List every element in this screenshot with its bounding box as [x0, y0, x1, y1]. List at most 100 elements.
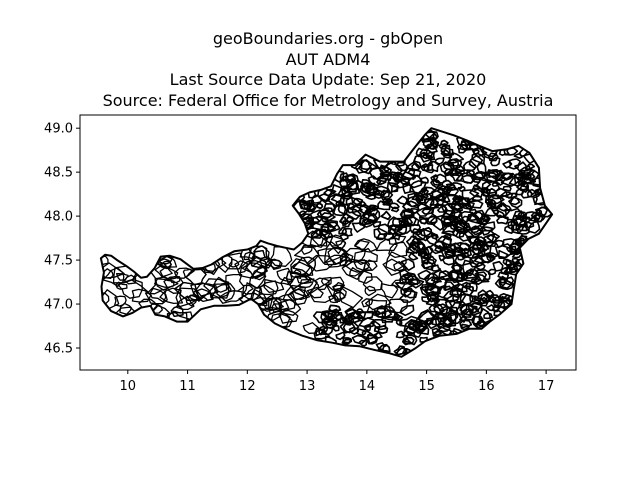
- admin-unit-boundary: [440, 248, 455, 259]
- admin-unit-boundary: [351, 222, 366, 233]
- admin-unit-boundary: [423, 197, 439, 210]
- admin-unit-boundary: [379, 164, 392, 176]
- admin-unit-boundary: [445, 183, 456, 191]
- admin-unit-boundary: [453, 210, 463, 218]
- admin-unit-boundary: [427, 160, 441, 173]
- admin-unit-boundary: [408, 240, 420, 251]
- admin-unit-boundary: [403, 290, 418, 299]
- admin-unit-boundary: [393, 345, 408, 356]
- admin-unit-boundary: [511, 257, 520, 265]
- admin-unit-boundary: [426, 317, 441, 330]
- title-line-2: AUT ADM4: [286, 50, 371, 69]
- admin-unit-boundary: [375, 237, 398, 252]
- admin-unit-boundary: [272, 292, 297, 311]
- admin-unit-boundary: [417, 250, 428, 258]
- admin-unit-boundary: [278, 309, 299, 324]
- admin-unit-boundary: [430, 178, 442, 189]
- admin-unit-boundary: [362, 276, 383, 292]
- x-tick-label: 15: [418, 379, 435, 394]
- admin-unit-boundary: [513, 152, 523, 159]
- admin-unit-boundary: [474, 271, 487, 282]
- admin-unit-boundary: [289, 275, 318, 298]
- admin-unit-boundary: [494, 243, 514, 259]
- x-tick-label: 14: [359, 379, 376, 394]
- admin-unit-boundary: [300, 246, 313, 255]
- admin-unit-boundary: [351, 204, 369, 218]
- admin-unit-boundary: [503, 207, 523, 221]
- plot-area: [99, 127, 554, 358]
- admin-unit-boundary: [309, 283, 335, 304]
- y-tick-label: 48.0: [44, 210, 73, 225]
- admin-unit-boundary: [328, 304, 342, 313]
- admin-unit-boundary: [352, 197, 364, 206]
- admin-unit-boundary: [353, 259, 371, 271]
- admin-unit-boundary: [373, 325, 389, 335]
- admin-unit-boundary: [356, 308, 364, 314]
- admin-unit-boundary: [319, 203, 336, 219]
- admin-unit-boundary: [335, 331, 346, 341]
- admin-unit-boundary: [460, 252, 470, 259]
- admin-unit-boundary: [345, 196, 362, 210]
- admin-unit-boundary: [469, 236, 487, 250]
- admin-unit-boundary: [331, 184, 347, 197]
- admin-unit-boundary: [332, 291, 346, 303]
- admin-unit-boundary: [504, 224, 515, 234]
- admin-unit-boundary: [356, 328, 367, 336]
- admin-unit-boundary: [480, 187, 489, 194]
- admin-unit-boundary: [430, 174, 439, 182]
- admin-unit-boundary: [339, 285, 364, 309]
- admin-unit-boundary: [282, 284, 307, 301]
- admin-unit-boundary: [513, 210, 525, 219]
- admin-unit-boundary: [377, 343, 391, 353]
- admin-unit-boundary: [372, 310, 382, 316]
- admin-unit-boundary: [247, 245, 270, 267]
- admin-unit-boundary: [406, 235, 420, 246]
- admin-unit-boundary: [310, 233, 328, 247]
- y-tick-label: 48.5: [44, 166, 73, 181]
- admin-unit-boundary: [466, 213, 481, 225]
- admin-unit-boundary: [258, 280, 279, 296]
- admin-unit-boundary: [343, 181, 361, 195]
- admin-unit-boundary: [290, 261, 314, 277]
- admin-unit-boundary: [451, 225, 466, 239]
- admin-unit-boundary: [454, 163, 466, 173]
- admin-unit-boundary: [401, 330, 411, 337]
- admin-unit-boundary: [424, 272, 442, 285]
- admin-unit-boundary: [523, 167, 535, 178]
- admin-unit-boundary: [405, 325, 417, 335]
- y-tick-label: 46.5: [44, 342, 73, 357]
- admin-unit-boundary: [469, 208, 478, 215]
- admin-unit-boundary: [176, 295, 195, 311]
- admin-unit-boundary: [411, 320, 424, 330]
- admin-unit-boundary: [362, 259, 378, 271]
- admin-unit-boundary: [486, 199, 497, 208]
- admin-unit-boundary: [422, 186, 437, 197]
- admin-unit-boundary: [174, 267, 195, 279]
- admin-unit-boundary: [214, 282, 236, 302]
- admin-unit-boundary: [471, 301, 482, 311]
- admin-unit-boundary: [306, 254, 335, 272]
- admin-unit-boundary: [461, 189, 480, 203]
- admin-unit-boundary: [455, 283, 468, 293]
- admin-unit-boundary: [390, 185, 399, 193]
- admin-unit-boundary: [469, 295, 478, 303]
- admin-unit-boundary: [406, 192, 420, 208]
- admin-unit-boundary: [442, 311, 457, 327]
- admin-unit-boundary: [338, 316, 348, 324]
- admin-unit-boundary: [423, 164, 435, 174]
- admin-unit-boundary: [527, 219, 541, 234]
- x-tick-label: 17: [538, 379, 555, 394]
- admin-unit-boundary: [159, 266, 179, 281]
- admin-unit-boundary: [170, 305, 184, 318]
- admin-unit-boundary: [364, 285, 377, 297]
- admin-unit-boundary: [280, 276, 294, 286]
- admin-unit-boundary: [430, 264, 442, 272]
- admin-unit-boundary: [425, 234, 438, 246]
- admin-unit-boundary: [419, 226, 433, 237]
- admin-unit-boundary: [409, 180, 427, 194]
- admin-unit-boundary: [481, 179, 501, 194]
- admin-unit-boundary: [416, 325, 428, 334]
- admin-unit-boundary: [346, 202, 363, 214]
- admin-unit-boundary: [239, 260, 268, 279]
- admin-unit-boundary: [486, 194, 505, 205]
